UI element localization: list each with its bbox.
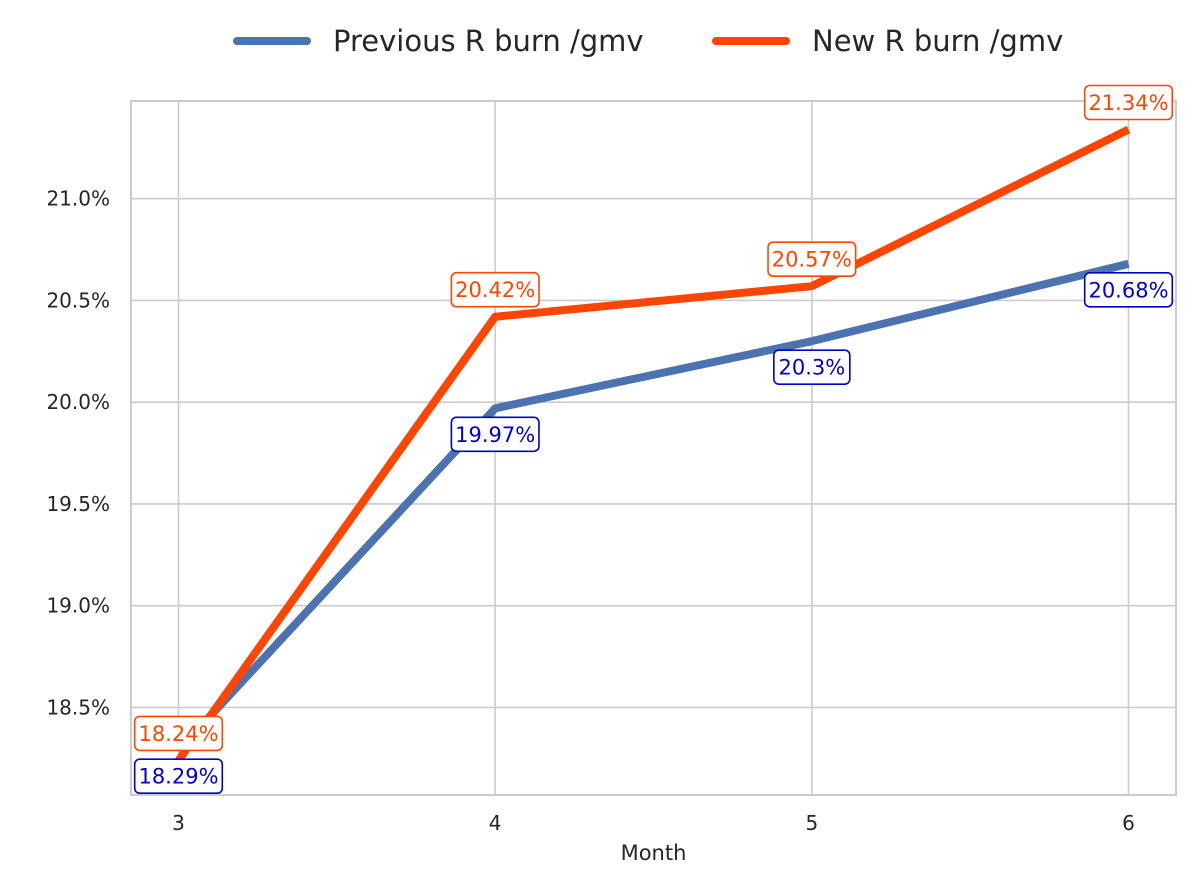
data-label: 18.24% (133, 715, 224, 752)
data-label-box (450, 271, 540, 308)
tick-labels: 3 4 5 6 18.5% 19.0% 19.5% 20.0% 20.5% 21.0% (46, 187, 1134, 835)
y-tick-label: 18.5% (46, 695, 110, 719)
data-label-text: 20.3% (778, 356, 845, 380)
legend-item: New R burn /gmv (712, 24, 1063, 58)
data-label-box (1083, 84, 1174, 121)
plot-frame (130, 100, 1177, 796)
y-tick-label: 19.5% (46, 492, 110, 516)
data-label-box (133, 715, 224, 752)
data-label-box (1083, 272, 1174, 308)
data-label-box (450, 416, 540, 453)
data-label: 18.29% (133, 758, 224, 795)
y-tick-label: 19.0% (46, 594, 110, 618)
data-label-text: 19.97% (455, 423, 535, 447)
data-label: 21.34% (1083, 84, 1174, 121)
x-tick-label: 6 (1122, 811, 1135, 835)
data-label-box (767, 241, 857, 278)
data-label-text: 18.29% (138, 765, 218, 789)
data-label-text: 18.24% (138, 722, 218, 746)
data-label-text: 20.57% (772, 248, 852, 272)
data-label-box (773, 349, 851, 385)
data-label: 20.57% (767, 241, 857, 278)
data-labels: 18.29% 19.97% 20.3% 20.68% 18.24% 20.42% 20.57… (133, 84, 1174, 795)
grid (131, 101, 1176, 795)
data-label: 19.97% (450, 416, 540, 453)
y-tick-label: 20.5% (46, 288, 110, 312)
legend-label: New R burn /gmv (812, 24, 1063, 58)
x-axis-title: Month (621, 841, 687, 865)
y-tick-label: 21.0% (46, 187, 110, 211)
y-tick-label: 20.0% (46, 390, 110, 414)
x-tick-label: 5 (805, 811, 818, 835)
x-tick-label: 4 (489, 811, 502, 835)
legend: Previous R burn /gmv New R burn /gmv (233, 24, 1063, 58)
series-line-new (175, 125, 1131, 763)
legend-label: Previous R burn /gmv (333, 24, 644, 58)
data-label: 20.3% (773, 349, 851, 385)
data-label-box (133, 758, 224, 795)
data-label-text: 20.68% (1088, 278, 1168, 302)
data-label: 20.68% (1083, 272, 1174, 308)
legend-item: Previous R burn /gmv (233, 24, 644, 58)
series-line-previous (175, 259, 1130, 753)
data-label: 20.42% (450, 271, 540, 308)
data-label-text: 21.34% (1088, 91, 1168, 115)
data-label-text: 20.42% (455, 278, 535, 302)
x-tick-label: 3 (172, 811, 185, 835)
series-lines (175, 125, 1131, 763)
